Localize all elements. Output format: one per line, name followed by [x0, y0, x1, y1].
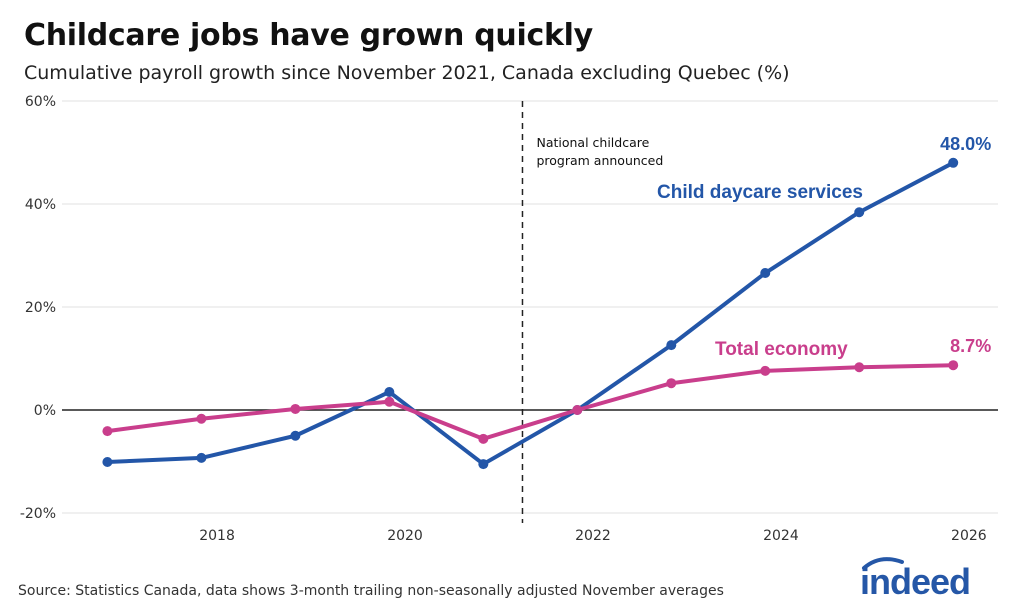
- y-tick-label: 0%: [34, 403, 56, 419]
- series-lines: [102, 157, 959, 470]
- data-point: [760, 268, 771, 279]
- series-line: [107, 161, 955, 467]
- data-point: [948, 157, 959, 168]
- y-axis-ticks: -20% 0% 20% 40% 60%: [20, 94, 56, 522]
- x-tick-label: 2020: [387, 528, 423, 544]
- source-note: Source: Statistics Canada, data shows 3-…: [18, 583, 724, 599]
- x-tick-label: 2024: [763, 528, 799, 544]
- end-value-label: 48.0%: [940, 134, 991, 154]
- data-point: [290, 403, 301, 414]
- y-tick-label: -20%: [20, 506, 56, 522]
- y-tick-label: 60%: [25, 94, 56, 110]
- data-point: [760, 365, 771, 376]
- x-tick-label: 2022: [575, 528, 611, 544]
- data-point: [666, 378, 677, 389]
- series-labels: 48.0% 8.7% Child daycare services Total eco…: [657, 134, 991, 360]
- x-tick-label: 2018: [199, 528, 235, 544]
- end-value-label: 8.7%: [950, 336, 991, 356]
- data-point: [384, 396, 395, 407]
- y-tick-label: 20%: [25, 300, 56, 316]
- annotation-text: program announced: [536, 153, 663, 168]
- data-point: [478, 433, 489, 444]
- data-point: [572, 405, 583, 415]
- gridlines: [62, 100, 998, 514]
- data-point: [290, 430, 301, 441]
- data-point: [196, 452, 207, 463]
- annotation-text: National childcare: [536, 135, 649, 150]
- data-point: [854, 362, 865, 373]
- x-axis-ticks: 2018 2020 2022 2024 2026: [199, 528, 987, 544]
- annotation: National childcare program announced: [521, 101, 663, 523]
- series-name-label: Total economy: [715, 339, 848, 360]
- series-line: [107, 363, 954, 441]
- series-name-label: Child daycare services: [657, 182, 863, 203]
- data-point: [196, 413, 207, 424]
- chart-title: Childcare jobs have grown quickly: [24, 18, 593, 53]
- chart-subtitle: Cumulative payroll growth since November…: [24, 62, 790, 84]
- data-point: [102, 426, 113, 437]
- data-point: [666, 340, 677, 351]
- data-point: [102, 457, 113, 468]
- svg-text:indeed: indeed: [860, 561, 970, 600]
- data-point: [854, 207, 865, 218]
- data-point: [948, 360, 959, 371]
- data-point: [384, 386, 395, 397]
- indeed-logo: indeed: [860, 557, 971, 600]
- data-point: [478, 459, 489, 470]
- y-tick-label: 40%: [25, 197, 56, 213]
- x-tick-label: 2026: [951, 528, 987, 544]
